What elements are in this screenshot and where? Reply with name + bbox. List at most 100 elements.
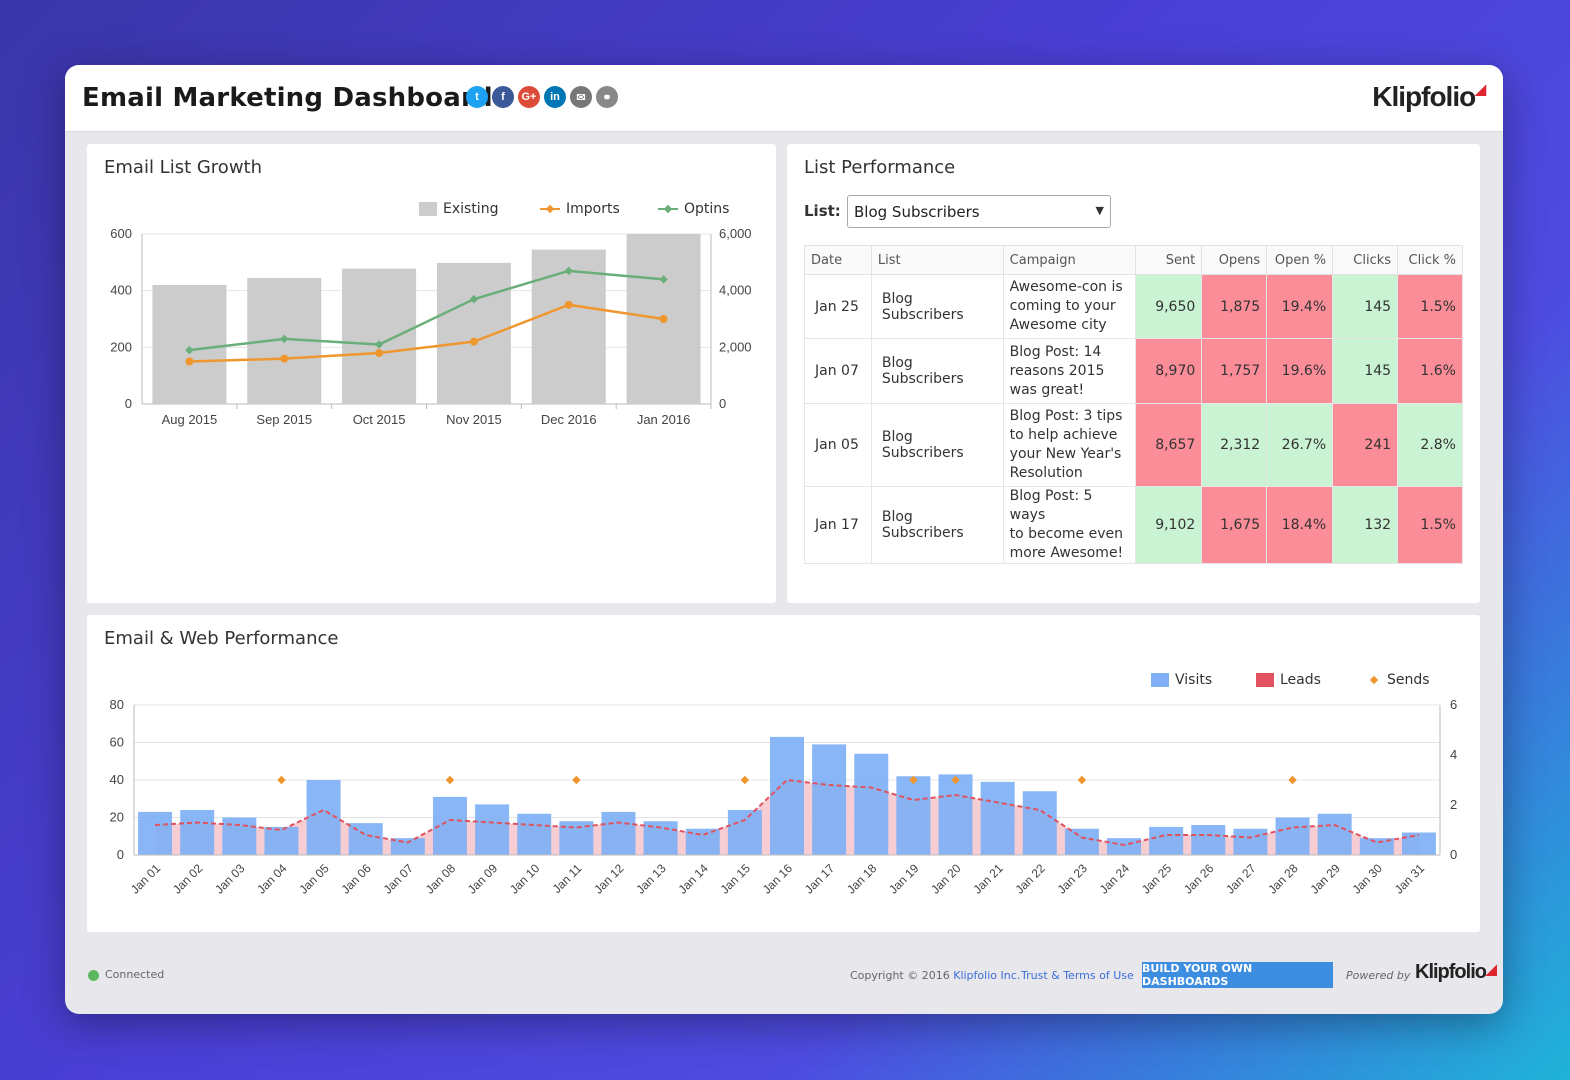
powered-by-text: Powered by bbox=[1346, 969, 1411, 982]
point-optins bbox=[469, 294, 479, 304]
point-imports bbox=[185, 357, 194, 366]
connection-status: Connected bbox=[105, 968, 165, 981]
bar-visits bbox=[390, 838, 425, 855]
date-cell: Jan 07 bbox=[804, 338, 872, 404]
list-cell: Blog Subscribers bbox=[870, 403, 1004, 487]
x-tick-label: Jan 04 bbox=[254, 861, 290, 897]
bar-visits bbox=[938, 774, 973, 855]
table-row[interactable]: Jan 25 Blog Subscribers Awesome-con is comi… bbox=[804, 274, 1463, 339]
x-tick-label: Jan 07 bbox=[381, 861, 417, 897]
y-left-tick-label: 80 bbox=[110, 697, 124, 712]
terms-link[interactable]: Trust & Terms of Use bbox=[1021, 969, 1134, 982]
bar-existing bbox=[342, 268, 417, 404]
point-sends bbox=[572, 775, 581, 785]
column-header[interactable]: Click % bbox=[1397, 245, 1463, 275]
x-tick-label: Jan 2016 bbox=[637, 412, 691, 427]
linkedin-icon[interactable]: in bbox=[544, 86, 566, 108]
bar-visits bbox=[1401, 832, 1436, 855]
table-row[interactable]: Jan 07 Blog Subscribers Blog Post: 14 reaso… bbox=[804, 338, 1463, 404]
link-icon[interactable]: ⚭ bbox=[596, 86, 618, 108]
twitter-icon[interactable]: t bbox=[466, 86, 488, 108]
line-optins bbox=[189, 269, 664, 352]
email-icon[interactable]: ✉ bbox=[570, 86, 592, 108]
legend-line-icon bbox=[540, 204, 560, 214]
x-tick-label: Oct 2015 bbox=[353, 412, 406, 427]
y-left-tick-label: 60 bbox=[110, 735, 124, 750]
click-pct-cell: 1.6% bbox=[1397, 338, 1463, 404]
x-tick-label: Jan 28 bbox=[1265, 861, 1301, 897]
dashboard-footer: Connected Copyright © 2016 Klipfolio Inc… bbox=[65, 955, 1503, 995]
x-tick-label: Sep 2015 bbox=[256, 412, 312, 427]
legend-label: Sends bbox=[1387, 672, 1430, 688]
campaign-line: your New Year's bbox=[1009, 446, 1122, 462]
legend-existing[interactable]: Existing bbox=[419, 201, 498, 217]
legend-line-icon bbox=[658, 204, 678, 214]
bar-existing bbox=[436, 262, 511, 404]
list-select[interactable]: Blog Subscribers ▼ bbox=[847, 195, 1111, 228]
card-title: Email & Web Performance bbox=[104, 628, 339, 649]
bar-existing bbox=[531, 249, 606, 404]
point-sends bbox=[445, 775, 455, 785]
campaign-line: coming to your bbox=[1009, 298, 1116, 314]
x-tick-label: Jan 21 bbox=[970, 861, 1006, 897]
build-dashboards-button[interactable]: BUILD YOUR OWN DASHBOARDS bbox=[1142, 962, 1333, 988]
legend-sends[interactable]: Sends bbox=[1367, 672, 1430, 688]
google-plus-icon[interactable]: G+ bbox=[518, 86, 540, 108]
bar-visits bbox=[1275, 817, 1310, 855]
sent-cell: 9,650 bbox=[1135, 274, 1203, 339]
legend-optins[interactable]: Optins bbox=[658, 201, 729, 217]
legend-visits[interactable]: Visits bbox=[1151, 672, 1212, 688]
legend-leads[interactable]: Leads bbox=[1256, 672, 1321, 688]
facebook-icon[interactable]: f bbox=[492, 86, 514, 108]
y-right-tick-label: 2 bbox=[1450, 797, 1457, 812]
x-tick-label: Jan 14 bbox=[675, 861, 711, 897]
klipfolio-logo[interactable]: Klipfolio◢ bbox=[1372, 81, 1486, 112]
column-header[interactable]: List bbox=[870, 245, 1004, 275]
campaign-line: Awesome-con is bbox=[1009, 279, 1123, 295]
x-tick-label: Jan 18 bbox=[844, 861, 880, 897]
point-sends bbox=[277, 775, 286, 785]
column-header[interactable]: Opens bbox=[1201, 245, 1268, 275]
column-header[interactable]: Sent bbox=[1135, 245, 1203, 275]
campaign-line: Resolution bbox=[1009, 465, 1083, 481]
x-tick-label: Jan 19 bbox=[886, 861, 922, 897]
x-tick-label: Dec 2016 bbox=[541, 412, 597, 427]
campaign-cell: Blog Post: 5 ways to become even more Awes… bbox=[1002, 486, 1137, 564]
campaign-line: Blog Post: 3 tips bbox=[1009, 408, 1123, 424]
open-pct-cell: 19.4% bbox=[1266, 274, 1334, 339]
clicks-cell: 132 bbox=[1332, 486, 1399, 564]
legend-label: Visits bbox=[1175, 672, 1213, 688]
campaign-cell: Blog Post: 3 tips to help achieve your New… bbox=[1002, 403, 1137, 487]
point-imports bbox=[280, 354, 289, 363]
click-pct-cell: 1.5% bbox=[1397, 486, 1463, 564]
point-imports bbox=[375, 349, 384, 357]
point-sends bbox=[740, 775, 750, 785]
campaign-line: to help achieve bbox=[1009, 427, 1118, 443]
list-cell: Blog Subscribers bbox=[870, 338, 1004, 404]
list-cell: Blog Subscribers bbox=[870, 486, 1004, 564]
date-cell: Jan 17 bbox=[804, 486, 872, 564]
bar-visits bbox=[180, 810, 215, 855]
y-right-tick-label: 2,000 bbox=[719, 339, 752, 354]
column-header[interactable]: Campaign bbox=[1002, 245, 1137, 275]
column-header[interactable]: Open % bbox=[1266, 245, 1334, 275]
y-left-tick-label: 40 bbox=[110, 772, 124, 787]
table-row[interactable]: Jan 17 Blog Subscribers Blog Post: 5 ways t… bbox=[804, 486, 1463, 564]
legend-imports[interactable]: Imports bbox=[540, 201, 620, 217]
bar-visits bbox=[264, 826, 299, 855]
bar-visits bbox=[1233, 828, 1268, 855]
email-web-performance-card: Email & Web Performance Visits Leads Sen… bbox=[87, 615, 1480, 932]
x-tick-label: Jan 13 bbox=[633, 861, 669, 897]
bar-existing bbox=[152, 285, 227, 404]
column-header[interactable]: Date bbox=[804, 245, 872, 275]
column-header[interactable]: Clicks bbox=[1332, 245, 1399, 275]
company-link[interactable]: Klipfolio Inc. bbox=[953, 969, 1021, 982]
dashboard-window: Email Marketing Dashboard t f G+ in ✉ ⚭ Klipf… bbox=[65, 65, 1503, 1014]
x-tick-label: Jan 26 bbox=[1181, 861, 1217, 897]
x-tick-label: Jan 10 bbox=[507, 861, 543, 897]
list-performance-table: Date List Campaign Sent Opens Open % Clicks Cli… bbox=[804, 245, 1463, 564]
klipfolio-footer-logo[interactable]: Klipfolio◢ bbox=[1415, 961, 1497, 983]
x-tick-label: Jan 27 bbox=[1223, 861, 1259, 897]
table-row[interactable]: Jan 05 Blog Subscribers Blog Post: 3 tips t… bbox=[804, 403, 1463, 487]
